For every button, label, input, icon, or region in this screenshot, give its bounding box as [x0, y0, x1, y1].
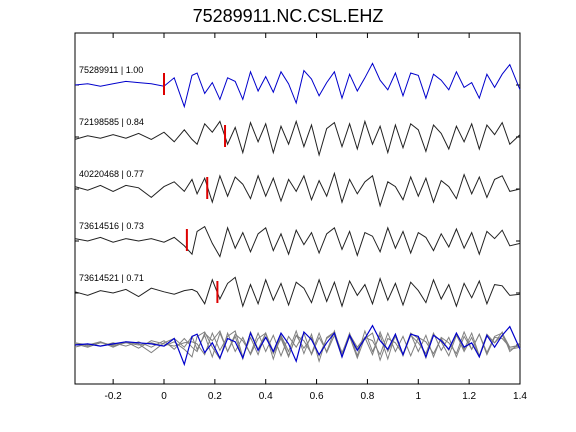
trace-line: [74, 225, 521, 258]
x-tick-label: 1.2: [462, 391, 476, 402]
x-tick-label: 0.6: [310, 391, 324, 402]
trace-label: 73614521 | 0.71: [79, 273, 144, 283]
x-tick-label: 1.4: [513, 391, 527, 402]
x-tick-label: 0.2: [208, 391, 222, 402]
trace-line: [74, 119, 521, 157]
trace-line: [74, 62, 521, 109]
page-title: 75289911.NC.CSL.EHZ: [192, 6, 384, 26]
x-tick-label: 1: [416, 391, 422, 402]
trace-line: [74, 276, 521, 308]
axes-frame: [74, 32, 521, 385]
trace-label: 73614516 | 0.73: [79, 221, 144, 231]
trace-label: 40220468 | 0.77: [79, 169, 144, 179]
x-tick-label: 0.4: [259, 391, 273, 402]
trace-label: 72198585 | 0.84: [79, 117, 144, 127]
trace-line: [74, 171, 521, 208]
stack-trace-line: [74, 330, 521, 359]
x-tick-label: 0.8: [360, 391, 374, 402]
x-tick-label: -0.2: [105, 391, 123, 402]
x-tick-label: 0: [161, 391, 167, 402]
stack-reference-line: [74, 324, 521, 367]
trace-label: 75289911 | 1.00: [79, 65, 143, 75]
